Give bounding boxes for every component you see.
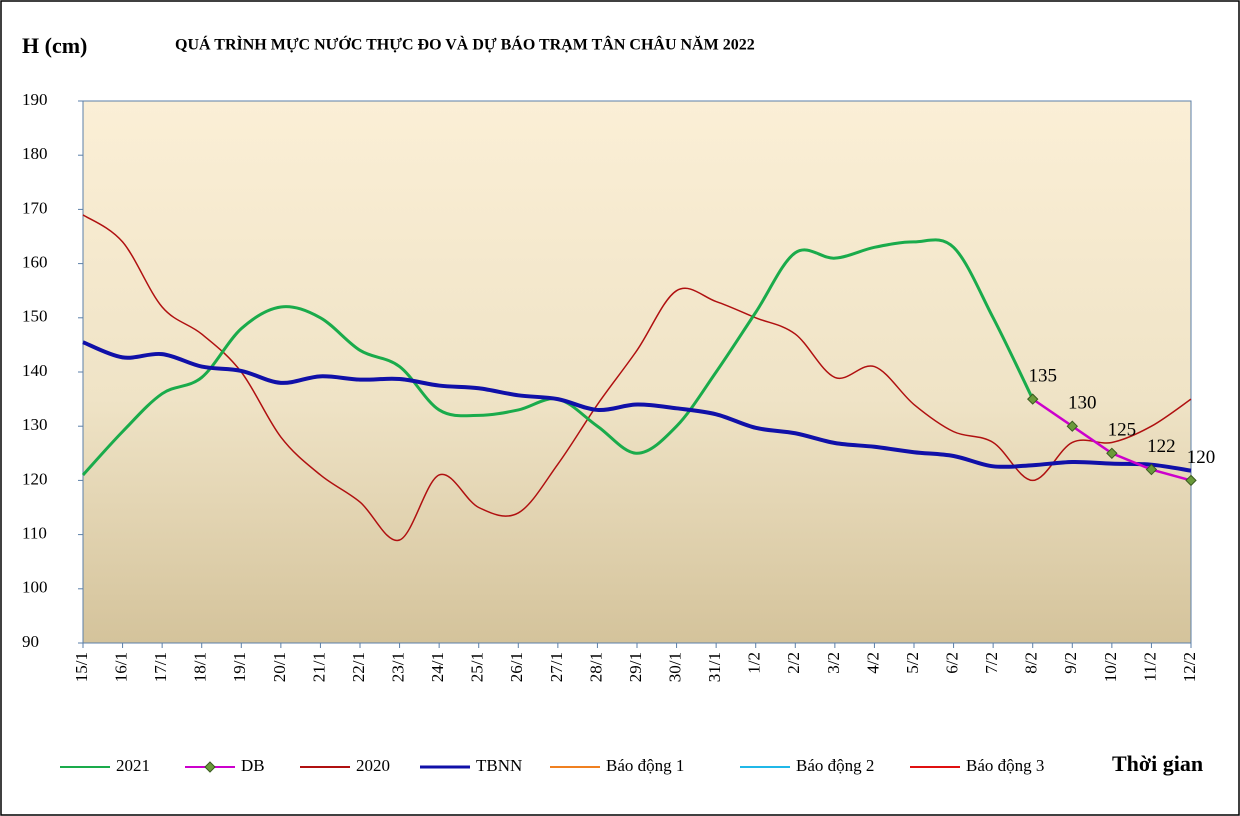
data-label: 120 bbox=[1187, 447, 1216, 468]
legend-label: Báo động 3 bbox=[966, 756, 1044, 775]
x-tick-label: 22/1 bbox=[349, 652, 368, 682]
y-tick-label: 120 bbox=[22, 469, 48, 488]
x-tick-label: 17/1 bbox=[151, 652, 170, 682]
y-tick-label: 130 bbox=[22, 415, 48, 434]
plot-area bbox=[82, 100, 1192, 644]
x-axis-label: Thời gian bbox=[1112, 751, 1203, 776]
y-tick-label: 190 bbox=[22, 90, 48, 109]
data-marker bbox=[1106, 447, 1118, 460]
data-marker bbox=[1027, 393, 1039, 405]
x-tick-label: 8/2 bbox=[1022, 652, 1041, 674]
x-tick-label: 24/1 bbox=[428, 652, 447, 682]
legend-label: TBNN bbox=[476, 756, 522, 775]
legend-label: 2020 bbox=[356, 756, 390, 775]
x-tick-label: 27/1 bbox=[547, 652, 566, 682]
x-tick-label: 12/2 bbox=[1180, 652, 1199, 682]
data-marker bbox=[1145, 463, 1158, 476]
y-axis-label: H (cm) bbox=[22, 33, 87, 58]
y-tick-label: 140 bbox=[22, 361, 48, 380]
y-tick-label: 100 bbox=[22, 578, 48, 597]
x-tick-label: 25/1 bbox=[468, 652, 487, 682]
y-tick-label: 90 bbox=[22, 632, 39, 651]
y-tick-label: 160 bbox=[22, 253, 48, 272]
legend-marker bbox=[204, 761, 216, 773]
x-tick-label: 7/2 bbox=[982, 652, 1001, 674]
x-tick-label: 26/1 bbox=[507, 652, 526, 682]
y-tick-label: 180 bbox=[22, 144, 48, 163]
x-tick-label: 16/1 bbox=[111, 652, 130, 682]
series-line bbox=[82, 340, 1192, 473]
y-tick-label: 110 bbox=[22, 524, 47, 543]
y-tick-label: 170 bbox=[22, 198, 48, 217]
series-line bbox=[82, 214, 1192, 542]
legend-label: Báo động 2 bbox=[796, 756, 874, 775]
legend-label: 2021 bbox=[116, 756, 150, 775]
x-tick-label: 21/1 bbox=[309, 652, 328, 682]
x-tick-label: 9/2 bbox=[1061, 652, 1080, 674]
x-tick-label: 3/2 bbox=[824, 652, 843, 674]
x-tick-label: 4/2 bbox=[863, 652, 882, 674]
x-tick-label: 5/2 bbox=[903, 652, 922, 674]
legend-label: DB bbox=[241, 756, 265, 775]
x-tick-label: 2/2 bbox=[784, 652, 803, 674]
x-tick-label: 20/1 bbox=[270, 652, 289, 682]
x-tick-label: 30/1 bbox=[665, 652, 684, 682]
data-marker bbox=[1185, 474, 1197, 487]
x-tick-label: 23/1 bbox=[388, 652, 407, 682]
x-tick-label: 6/2 bbox=[942, 652, 961, 674]
x-tick-label: 29/1 bbox=[626, 652, 645, 682]
x-tick-label: 1/2 bbox=[745, 652, 764, 674]
data-label: 122 bbox=[1147, 436, 1176, 457]
legend-label: Báo động 1 bbox=[606, 756, 684, 775]
x-tick-label: 18/1 bbox=[191, 652, 210, 682]
y-tick-label: 150 bbox=[22, 307, 48, 326]
x-tick-label: 11/2 bbox=[1140, 652, 1159, 682]
x-tick-label: 15/1 bbox=[72, 652, 91, 682]
data-label: 125 bbox=[1108, 420, 1137, 441]
x-tick-label: 31/1 bbox=[705, 652, 724, 682]
data-marker bbox=[1066, 420, 1078, 432]
data-label: 130 bbox=[1068, 393, 1097, 414]
data-label: 135 bbox=[1028, 365, 1057, 386]
chart-title: QUÁ TRÌNH MỰC NƯỚC THỰC ĐO VÀ DỰ BÁO TRẠ… bbox=[175, 35, 755, 54]
x-tick-label: 28/1 bbox=[586, 652, 605, 682]
x-tick-label: 19/1 bbox=[230, 652, 249, 682]
x-tick-label: 10/2 bbox=[1101, 652, 1120, 682]
